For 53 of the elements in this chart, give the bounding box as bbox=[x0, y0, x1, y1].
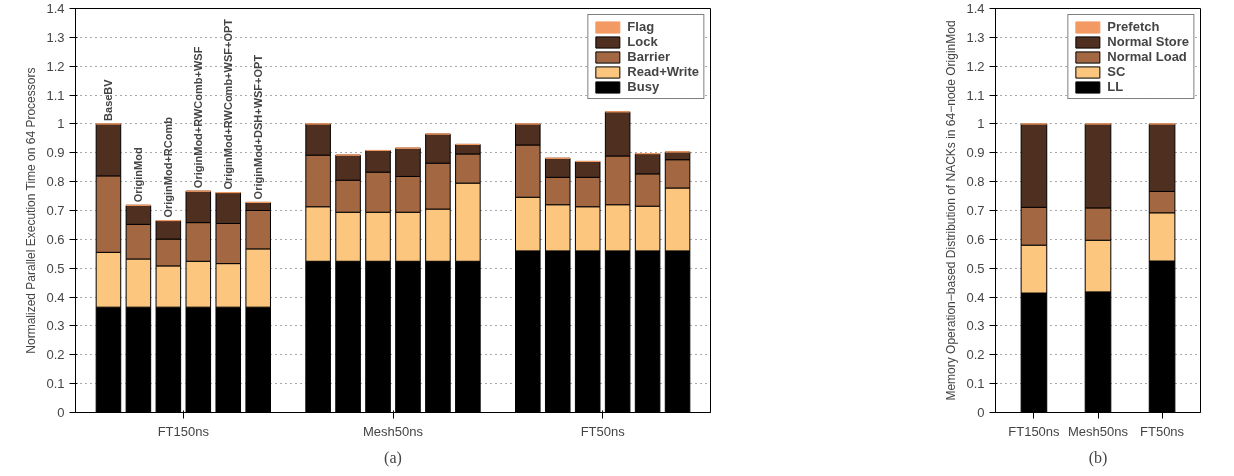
y-tick-label: 1 bbox=[977, 116, 985, 132]
x-tick-label: OriginMod+RWComb+WSF+OPT bbox=[222, 18, 235, 190]
y-tick-label: 0.3 bbox=[46, 318, 65, 334]
y-tick-label: 0.1 bbox=[46, 376, 65, 392]
y-tick-label: 0.4 bbox=[966, 289, 985, 305]
y-tick-label: 0.6 bbox=[966, 231, 985, 247]
legend-label: Barrier bbox=[627, 49, 670, 64]
y-tick-label: 1.3 bbox=[46, 29, 65, 45]
y-tick-label: 0.8 bbox=[966, 174, 985, 190]
y-tick-label: 0.8 bbox=[46, 174, 65, 190]
x-tick-label: OriginMod+RWComb+WSF bbox=[192, 46, 205, 189]
x-tick-label: OriginMod+RComb bbox=[162, 116, 175, 218]
y-tick-label: 1.2 bbox=[966, 58, 985, 74]
y-tick-label: 0.7 bbox=[966, 203, 985, 218]
y-tick-label: 0.2 bbox=[966, 347, 985, 363]
y-tick-label: 0 bbox=[977, 405, 985, 420]
x-tick-label: FT150ns bbox=[1008, 423, 1061, 439]
x-tick-label: OriginMod+DSH+WSF+OPT bbox=[252, 54, 265, 200]
x-tick-label: Mesh50ns bbox=[1068, 423, 1129, 439]
legend-label: LL bbox=[1107, 79, 1125, 94]
legend-label: Flag bbox=[627, 19, 655, 34]
x-tick-label: FT50ns bbox=[1140, 423, 1185, 439]
y-tick-label: 1.2 bbox=[46, 58, 65, 74]
y-tick-label: 0.5 bbox=[46, 260, 65, 276]
y-tick-label: 1.1 bbox=[966, 87, 985, 103]
y-axis-title: Normalized Parallel Execution Time on 64 Processors bbox=[24, 67, 39, 354]
y-tick-label: 0.9 bbox=[966, 145, 985, 161]
y-tick-label: 0.5 bbox=[966, 260, 985, 276]
y-tick-label: 0.4 bbox=[46, 289, 65, 305]
y-tick-label: 0.1 bbox=[966, 376, 985, 392]
y-tick-label: 0 bbox=[57, 405, 65, 420]
legend-label: Read+Write bbox=[627, 64, 699, 79]
y-tick-label: 0.2 bbox=[46, 347, 65, 363]
y-tick-label: 1.3 bbox=[966, 29, 985, 45]
y-tick-label: 1.4 bbox=[966, 1, 985, 16]
y-tick-label: 1 bbox=[57, 116, 65, 132]
legend-label: Normal Load bbox=[1107, 49, 1187, 64]
y-tick-label: 1.1 bbox=[46, 87, 65, 103]
legend-label: Busy bbox=[627, 79, 660, 94]
text: (b) bbox=[1088, 448, 1108, 467]
y-tick-label: 0.6 bbox=[46, 231, 65, 247]
legend-label: Prefetch bbox=[1107, 19, 1160, 34]
legend-label: Lock bbox=[627, 34, 658, 49]
legend-label: SC bbox=[1107, 64, 1127, 79]
y-axis-title: Memory Operation−based Distribution of NACKs in 64−node OriginMod bbox=[944, 20, 959, 401]
y-tick-label: 1.4 bbox=[46, 1, 65, 16]
y-tick-label: 0.3 bbox=[966, 318, 985, 334]
y-tick-label: 0.9 bbox=[46, 145, 65, 161]
legend-label: Normal Store bbox=[1107, 34, 1189, 49]
x-tick-label: OriginMod bbox=[132, 147, 145, 203]
x-tick-label: BaseBV bbox=[102, 78, 115, 121]
y-tick-label: 0.7 bbox=[46, 203, 65, 218]
text: (a) bbox=[384, 448, 402, 467]
